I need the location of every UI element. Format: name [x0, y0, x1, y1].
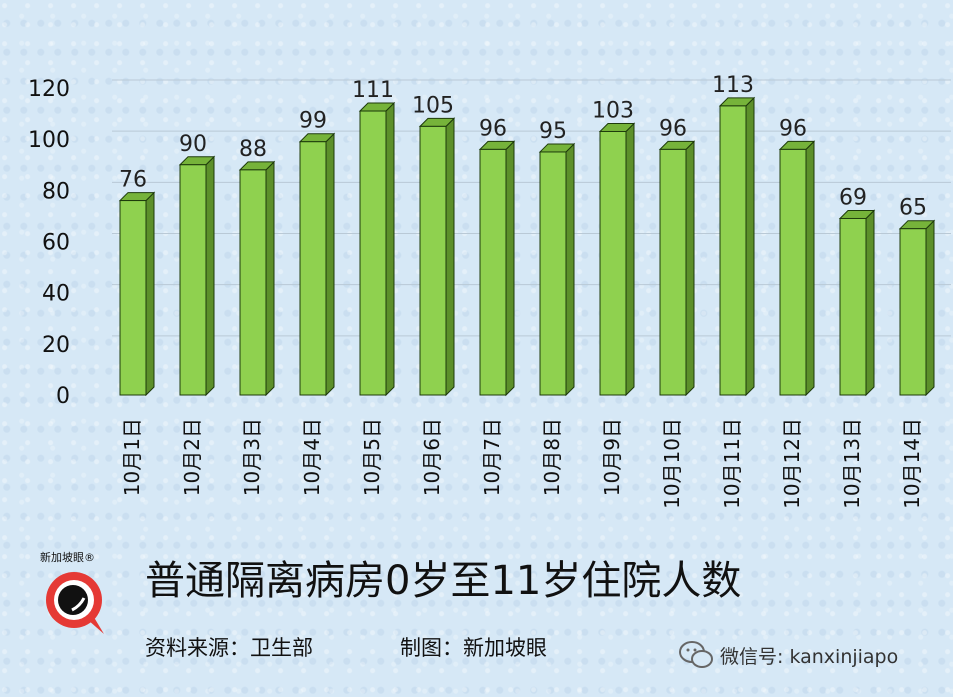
bar-side	[325, 132, 335, 397]
data-label: 95	[539, 119, 567, 144]
bar	[418, 117, 456, 397]
y-tick-label: 60	[42, 231, 70, 256]
x-tick-label: 10月14日	[900, 418, 924, 509]
bar-side	[265, 160, 275, 397]
bar	[658, 140, 696, 397]
x-tick-label: 10月6日	[420, 418, 444, 496]
bar	[358, 101, 396, 397]
bars: 76 90 88 99 111 105 96 95 103 96 113 96 69 65	[118, 73, 936, 397]
bar-front	[179, 164, 207, 396]
x-tick-label: 10月7日	[480, 418, 504, 496]
bar-front	[719, 105, 747, 396]
x-tick-label: 10月10日	[660, 418, 684, 509]
data-label: 103	[592, 98, 634, 123]
x-tick-label: 10月2日	[180, 418, 204, 496]
bar	[778, 140, 816, 397]
bar-side	[685, 140, 695, 397]
bar	[838, 209, 876, 397]
bar-front	[599, 130, 627, 396]
bar	[238, 160, 276, 397]
y-tick-label: 100	[28, 128, 70, 153]
data-label: 65	[899, 196, 927, 221]
data-label: 113	[712, 73, 754, 98]
bar-side	[385, 101, 395, 397]
bar-front	[359, 110, 387, 396]
grid-lines	[112, 79, 951, 337]
bar-front	[779, 148, 807, 396]
bar-side	[925, 219, 935, 397]
bar-front	[299, 141, 327, 396]
wechat-icon	[679, 641, 713, 668]
bar-side	[505, 140, 515, 397]
bar-front	[839, 217, 867, 396]
wechat-label: 微信号: kanxinjiapo	[720, 645, 899, 668]
x-axis: 10月1日 10月2日 10月3日 10月4日 10月5日 10月6日 10月7日 10月8日…	[120, 418, 924, 509]
bar-front	[239, 169, 267, 396]
x-tick-label: 10月4日	[300, 418, 324, 496]
bar-side	[745, 96, 755, 397]
source-note: 资料来源：卫生部	[145, 636, 313, 660]
wechat-id: 微信号: kanxinjiapo	[678, 640, 898, 670]
chart-title: 普通隔离病房0岁至11岁住院人数	[145, 558, 742, 604]
y-tick-label: 40	[42, 282, 70, 307]
x-tick-label: 10月12日	[780, 418, 804, 509]
bar-side	[865, 209, 875, 397]
data-label: 90	[179, 132, 207, 157]
bar-front	[119, 200, 147, 396]
data-label: 96	[479, 116, 507, 141]
bar-front	[419, 125, 447, 396]
bar	[898, 219, 936, 397]
x-tick-label: 10月11日	[720, 418, 744, 509]
bar-side	[805, 140, 815, 397]
x-tick-label: 10月3日	[240, 418, 264, 496]
bar	[478, 140, 516, 397]
x-tick-label: 10月1日	[120, 418, 144, 496]
y-tick-label: 80	[42, 179, 70, 204]
bar	[598, 122, 636, 397]
x-tick-label: 10月8日	[540, 418, 564, 496]
y-tick-label: 120	[28, 77, 70, 102]
credit-note: 制图：新加坡眼	[400, 636, 547, 660]
bar-front	[899, 228, 927, 396]
y-axis: 0 20 40 60 80 100 120	[28, 77, 70, 409]
bar	[118, 191, 156, 397]
y-tick-label: 0	[56, 384, 70, 409]
data-label: 69	[839, 185, 867, 210]
bar-front	[659, 148, 687, 396]
bar-front	[479, 148, 507, 396]
bar-side	[625, 122, 635, 397]
bar	[298, 132, 336, 397]
bar	[718, 96, 756, 397]
logo	[46, 572, 104, 634]
data-label: 105	[412, 93, 454, 118]
y-tick-label: 20	[42, 333, 70, 358]
bar-side	[205, 155, 215, 397]
bar-side	[445, 117, 455, 397]
x-tick-label: 10月5日	[360, 418, 384, 496]
bar-side	[145, 191, 155, 397]
logo-text: 新加坡眼®	[40, 551, 95, 564]
data-label: 76	[119, 168, 147, 193]
x-tick-label: 10月13日	[840, 418, 864, 509]
bar	[538, 142, 576, 397]
x-tick-label: 10月9日	[600, 418, 624, 496]
data-label: 99	[299, 109, 327, 134]
data-label: 88	[239, 137, 267, 162]
data-label: 111	[352, 78, 394, 103]
data-label: 96	[659, 116, 687, 141]
data-label: 96	[779, 116, 807, 141]
bar-front	[539, 151, 567, 396]
bar	[178, 155, 216, 397]
bar-side	[565, 142, 575, 397]
